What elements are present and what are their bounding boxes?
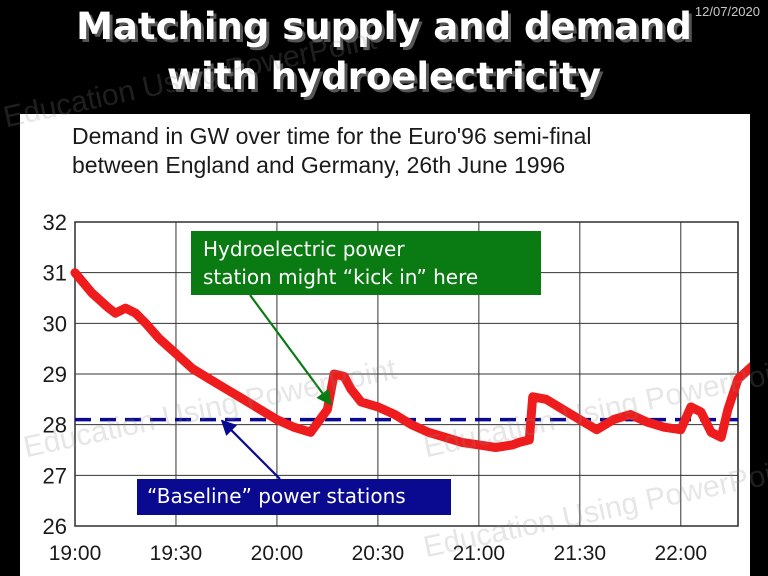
x-tick-label: 20:00: [251, 542, 304, 565]
x-tick-label: 22:00: [655, 542, 708, 565]
baseline-annotation: “Baseline” power stations: [137, 479, 451, 515]
x-tick-label: 19:00: [49, 542, 102, 565]
hydro-annotation: Hydroelectric power station might “kick …: [191, 231, 541, 295]
hydro-annotation-line-1: Hydroelectric power: [203, 237, 405, 261]
chart-title-line-2: between England and Germany, 26th June 1…: [72, 152, 566, 178]
x-tick-label: 21:00: [453, 542, 506, 565]
slide-title: Matching supply and demand with hydroele…: [0, 2, 768, 102]
x-tick-label: 19:30: [150, 542, 203, 565]
x-tick-label: 20:30: [352, 542, 405, 565]
y-tick-label: 28: [43, 413, 67, 438]
slide-title-line-1: Matching supply and demand: [76, 5, 692, 48]
demand-series-line: [70, 268, 750, 452]
baseline-arrow: [220, 419, 281, 480]
slide-date: 12/07/2020: [694, 4, 760, 19]
chart-title: Demand in GW over time for the Euro'96 s…: [72, 122, 752, 180]
y-tick-label: 29: [43, 362, 67, 387]
slide-title-line-2: with hydroelectricity: [166, 55, 602, 98]
chart-title-line-1: Demand in GW over time for the Euro'96 s…: [72, 123, 592, 149]
x-tick-label: 21:30: [554, 542, 607, 565]
y-tick-label: 27: [43, 463, 67, 488]
y-tick-label: 32: [43, 210, 67, 235]
hydro-arrow: [249, 294, 332, 406]
hydro-annotation-line-2: station might “kick in” here: [203, 265, 479, 289]
y-tick-label: 31: [43, 261, 67, 286]
y-tick-label: 26: [43, 514, 67, 539]
y-tick-label: 30: [43, 311, 67, 336]
